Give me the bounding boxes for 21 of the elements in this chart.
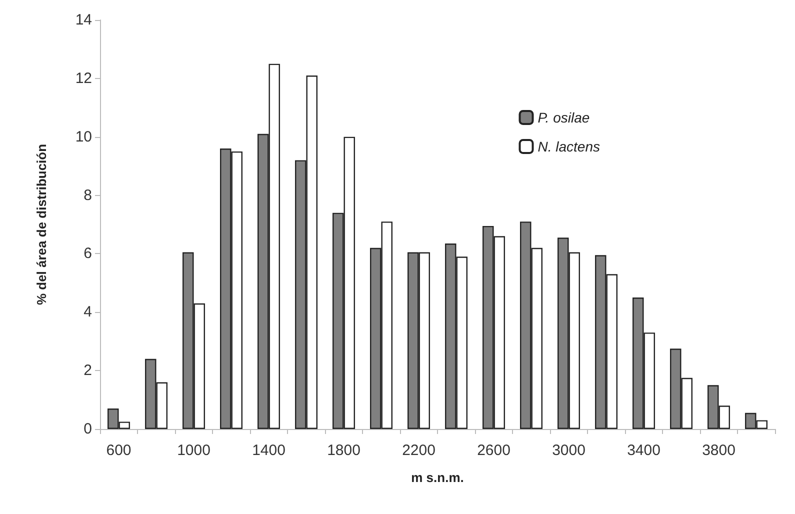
x-tick-label: 1800 xyxy=(327,442,360,459)
y-tick-label: 2 xyxy=(84,362,92,380)
legend-label: N. lactens xyxy=(538,138,600,154)
x-tick-label: 1000 xyxy=(177,442,210,459)
y-tick-label: 12 xyxy=(75,70,92,87)
x-tick-label: 3400 xyxy=(627,442,660,459)
x-tick-label: 2600 xyxy=(477,442,510,459)
y-tick-label: 0 xyxy=(84,420,92,438)
y-tick-label: 10 xyxy=(75,128,92,146)
x-axis-title: m s.n.m. xyxy=(411,470,464,485)
x-tick-label: 2200 xyxy=(402,442,436,459)
x-tick-label: 1400 xyxy=(252,442,286,459)
y-axis-title: % del área de distribución xyxy=(34,144,49,306)
legend-label: P. osilae xyxy=(538,110,590,126)
x-tick-label: 3000 xyxy=(552,442,586,459)
y-tick-label: 8 xyxy=(84,186,92,204)
x-tick-label: 600 xyxy=(106,442,132,459)
y-tick-label: 6 xyxy=(84,245,92,262)
y-tick-label: 4 xyxy=(84,304,92,321)
y-tick-label: 14 xyxy=(75,12,92,28)
x-tick-label: 3800 xyxy=(702,442,736,459)
